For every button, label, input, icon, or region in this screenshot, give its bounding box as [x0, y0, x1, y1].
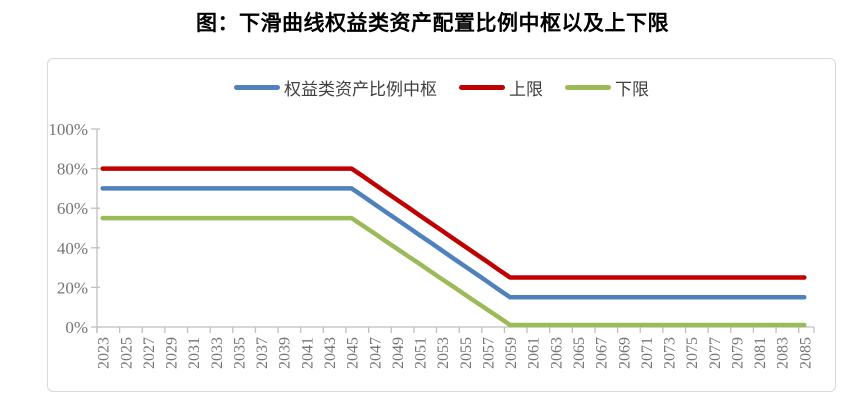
- series-line-upper: [100, 166, 807, 280]
- upper-line-swatch: [459, 85, 505, 90]
- x-axis-label: 2049: [390, 337, 407, 369]
- y-axis-label: 40%: [57, 239, 88, 258]
- lower-line-swatch: [565, 85, 611, 90]
- x-axis-label: 2025: [118, 337, 135, 369]
- x-axis-label: 2053: [435, 337, 452, 369]
- y-axis-label: 80%: [57, 160, 88, 179]
- x-axis-label: 2029: [164, 337, 181, 369]
- y-axis-label: 0%: [65, 318, 88, 337]
- chart-legend: 权益类资产比例中枢 上限 下限: [48, 75, 835, 100]
- y-axis-label: 100%: [48, 120, 88, 139]
- x-axis-label: 2051: [413, 337, 430, 369]
- x-axis-label: 2041: [299, 337, 316, 369]
- x-axis-label: 2077: [707, 337, 724, 369]
- x-axis-label: 2065: [571, 337, 588, 369]
- legend-item-upper: 上限: [459, 75, 543, 100]
- x-axis-label: 2035: [231, 337, 248, 369]
- chart-card: 权益类资产比例中枢 上限 下限 0% 20% 40% 60% 80% 100% 2023 20…: [47, 58, 836, 392]
- x-axis-label: 2027: [141, 337, 158, 369]
- x-axis-label: 2039: [277, 337, 294, 369]
- x-axis-label: 2061: [526, 337, 543, 369]
- series-line-lower: [100, 215, 807, 328]
- x-axis-label: 2023: [96, 337, 113, 369]
- x-axis-label: 2063: [548, 337, 565, 369]
- x-axis-label: 2055: [458, 337, 475, 369]
- x-axis-label: 2045: [345, 337, 362, 369]
- y-axis-label: 60%: [57, 199, 88, 218]
- x-axis-label: 2073: [662, 337, 679, 369]
- y-axis-label: 20%: [57, 278, 88, 297]
- legend-label-upper: 上限: [509, 80, 543, 99]
- x-axis-label: 2079: [729, 337, 746, 369]
- x-axis-label: 2069: [616, 337, 633, 369]
- series-line-center: [100, 186, 807, 300]
- legend-item-center: 权益类资产比例中枢: [234, 75, 437, 100]
- x-axis-label: 2031: [186, 337, 203, 369]
- x-axis-label: 2033: [209, 337, 226, 369]
- x-axis-label: 2057: [480, 337, 497, 369]
- x-axis-label: 2067: [594, 337, 611, 369]
- x-axis-label: 2081: [752, 337, 769, 369]
- x-axis-label: 2083: [775, 337, 792, 369]
- x-axis-label: 2037: [254, 337, 271, 369]
- x-axis-label: 2047: [367, 337, 384, 369]
- chart-title: 图：下滑曲线权益类资产配置比例中枢以及上下限: [196, 11, 669, 35]
- legend-item-lower: 下限: [565, 75, 649, 100]
- center-line-swatch: [234, 85, 280, 90]
- legend-label-center: 权益类资产比例中枢: [284, 80, 437, 99]
- x-axis-label: 2059: [503, 337, 520, 369]
- x-axis-label: 2043: [322, 337, 339, 369]
- legend-label-lower: 下限: [615, 80, 649, 99]
- x-axis-label: 2075: [684, 337, 701, 369]
- x-axis-label: 2071: [639, 337, 656, 369]
- chart-canvas: 0% 20% 40% 60% 80% 100% 2023 2025 2027 2029 2031 20…: [48, 120, 815, 369]
- x-axis-label: 2085: [797, 337, 814, 369]
